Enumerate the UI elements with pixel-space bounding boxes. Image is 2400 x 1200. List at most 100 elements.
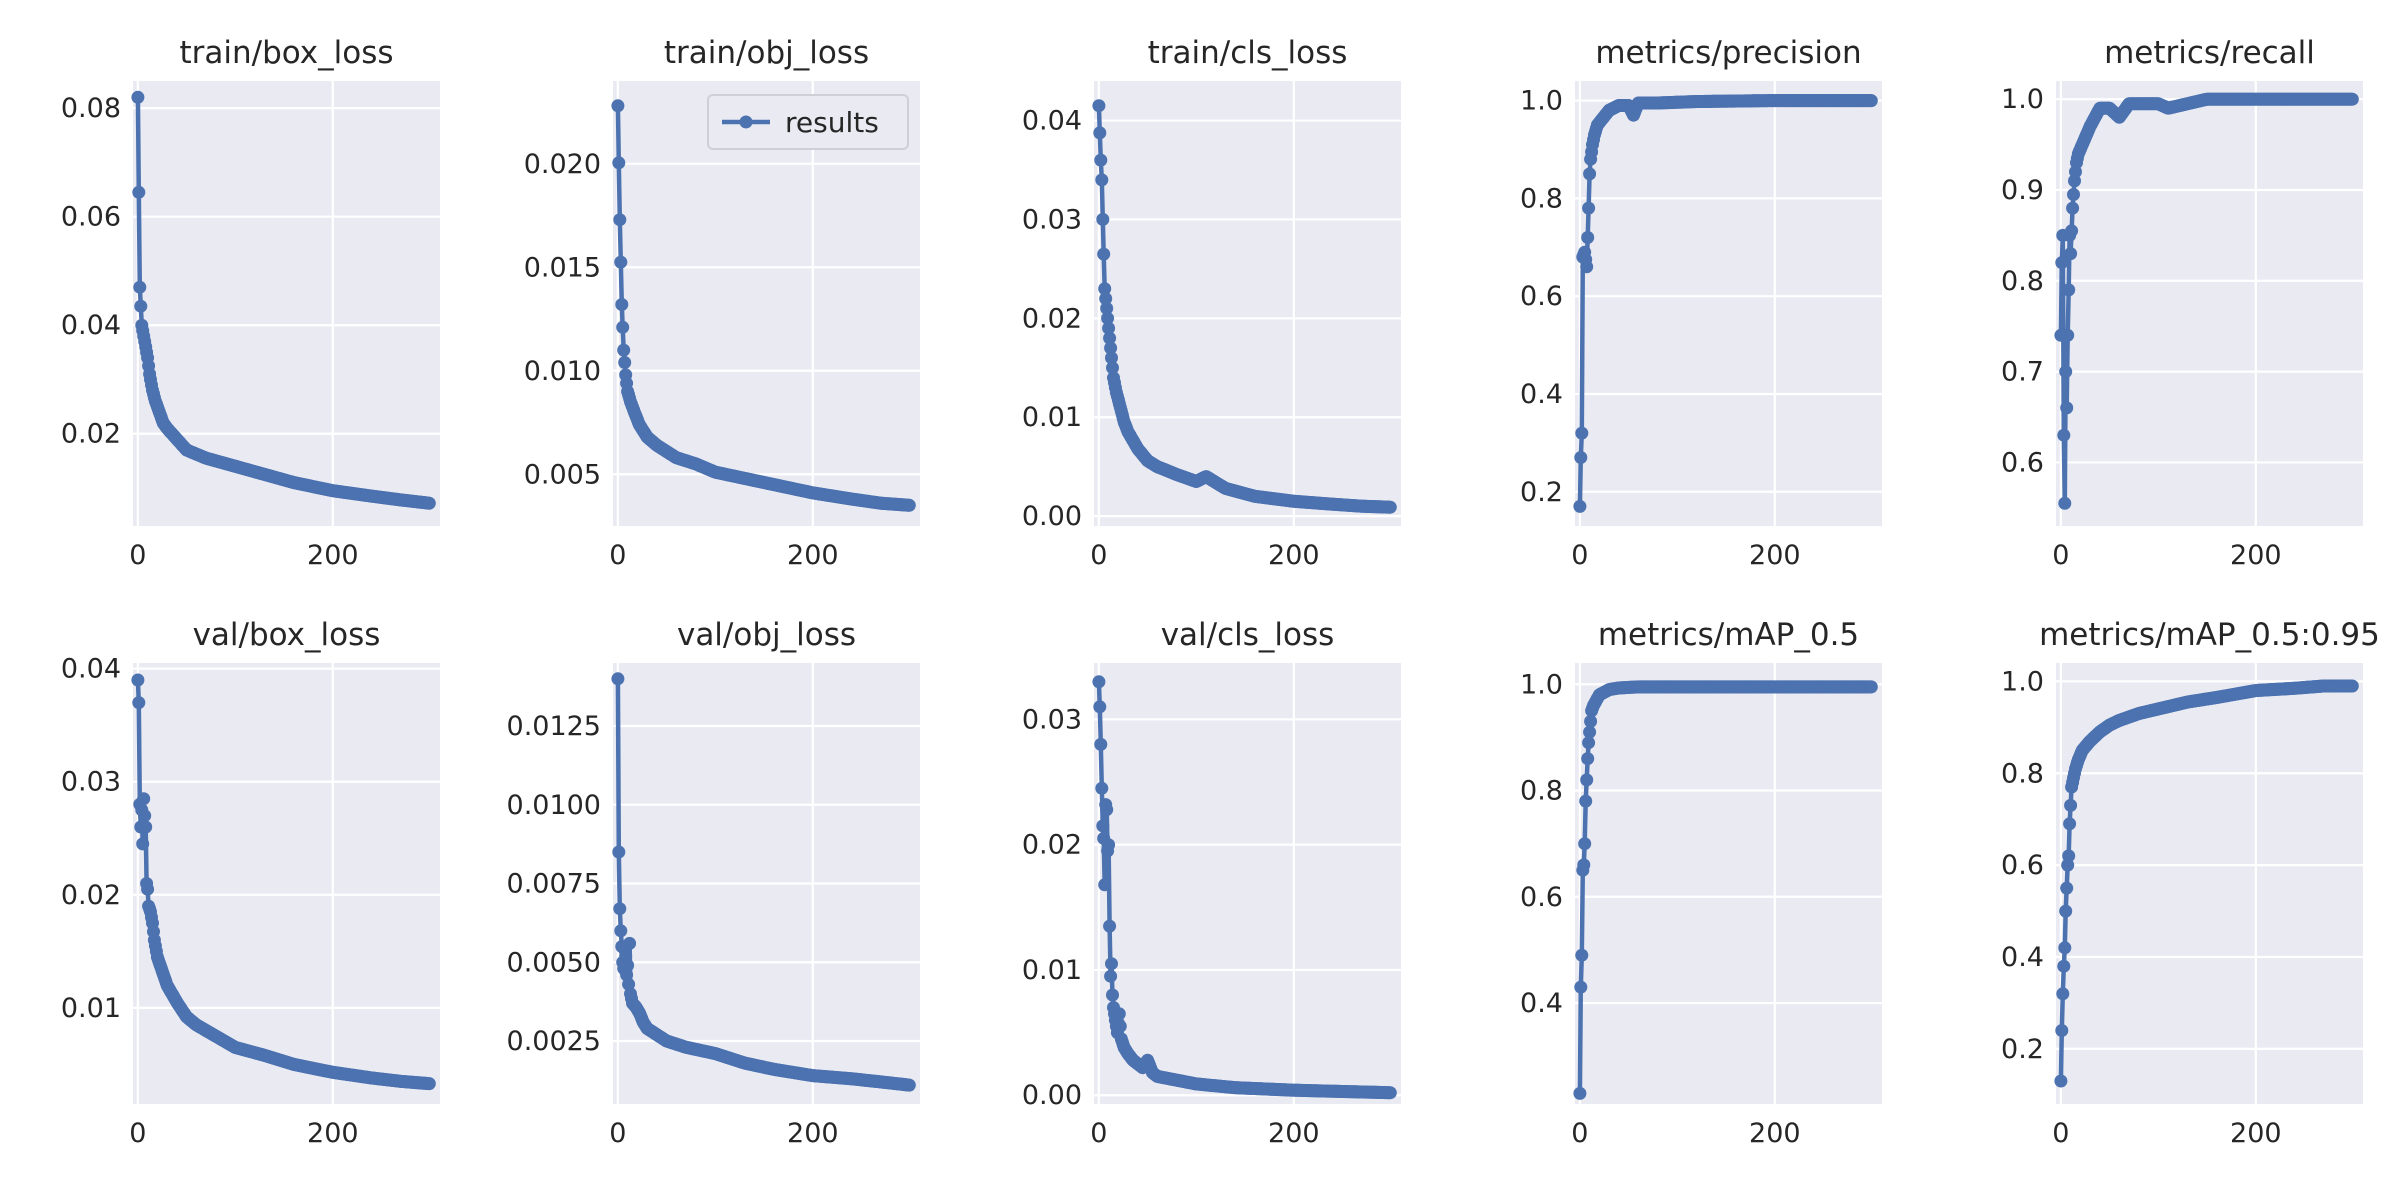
data-point — [611, 99, 625, 113]
data-point — [1582, 201, 1596, 215]
data-point — [1105, 957, 1118, 971]
legend-box — [707, 94, 909, 150]
data-point — [1103, 919, 1117, 933]
data-point — [2060, 401, 2074, 415]
data-point — [1102, 838, 1116, 852]
data-point — [1581, 231, 1595, 244]
plot-title: metrics/recall — [2104, 35, 2315, 71]
data-point — [613, 902, 627, 916]
data-point — [1093, 126, 1107, 140]
plot-area — [1575, 81, 1882, 526]
data-point — [902, 1078, 916, 1092]
x-tick-label: 0 — [1571, 1118, 1588, 1149]
x-tick-label: 200 — [787, 540, 839, 571]
data-point — [1101, 311, 1115, 325]
x-tick-label: 200 — [307, 1118, 359, 1149]
data-point — [422, 1077, 436, 1091]
y-tick-label: 0.02 — [1022, 303, 1082, 334]
y-tick-label: 0.6 — [2001, 850, 2044, 881]
data-point — [141, 882, 155, 896]
y-tick-label: 0.01 — [1022, 955, 1082, 986]
data-point — [1578, 837, 1592, 851]
legend-marker — [739, 115, 753, 129]
data-point — [1102, 321, 1116, 335]
data-point — [1864, 680, 1878, 694]
data-point — [2059, 365, 2073, 379]
x-tick-label: 0 — [2052, 540, 2069, 571]
series-markers — [611, 672, 916, 1092]
y-tick-label: 0.020 — [524, 149, 601, 180]
data-point — [2055, 1024, 2069, 1037]
data-point — [2064, 247, 2078, 261]
x-tick-label: 0 — [1090, 1118, 1107, 1149]
y-tick-label: 0.06 — [61, 202, 121, 233]
y-tick-label: 0.04 — [61, 310, 121, 341]
data-point — [1112, 1007, 1126, 1021]
data-point — [1574, 451, 1588, 464]
y-tick-label: 0.0125 — [507, 711, 601, 742]
data-point — [1098, 878, 1112, 892]
data-point — [1100, 803, 1114, 817]
y-tick-label: 1.0 — [2001, 666, 2044, 697]
data-point — [1105, 351, 1118, 365]
data-point — [2067, 188, 2080, 201]
data-point — [2057, 428, 2071, 442]
y-tick-label: 0.03 — [1022, 204, 1082, 235]
plot-title: metrics/precision — [1595, 35, 1861, 71]
plot-val-obj-loss: 0 200 0.0025 0.0050 0.0075 0.0100 0.0125 val/ob… — [507, 617, 920, 1149]
plot-metrics-precision: 0 200 0.2 0.4 0.6 0.8 1.0 metrics/precision — [1520, 35, 1882, 571]
x-tick-label: 0 — [609, 540, 626, 571]
y-tick-label: 0.005 — [524, 459, 601, 490]
y-tick-label: 0.2 — [2001, 1034, 2044, 1065]
data-point — [1582, 736, 1596, 750]
plot-area — [133, 81, 440, 526]
data-point — [131, 90, 145, 104]
data-point — [2054, 1074, 2068, 1088]
series-markers — [1573, 94, 1878, 513]
data-point — [138, 809, 152, 823]
data-point — [1383, 500, 1397, 514]
data-point — [2061, 328, 2075, 342]
y-tick-label: 1.0 — [1520, 86, 1563, 117]
data-point — [1092, 99, 1106, 113]
y-tick-label: 0.8 — [2001, 758, 2044, 789]
x-tick-label: 0 — [609, 1118, 626, 1149]
data-point — [1093, 700, 1107, 714]
y-tick-label: 0.0025 — [507, 1026, 601, 1057]
data-point — [1092, 675, 1106, 689]
y-tick-label: 0.08 — [61, 93, 121, 124]
y-tick-label: 0.4 — [2001, 942, 2044, 973]
data-point — [1583, 725, 1597, 739]
legend-label: results — [785, 106, 879, 139]
data-point — [612, 156, 626, 170]
data-point — [1096, 819, 1110, 833]
plot-val-box-loss: 0 200 0.01 0.02 0.03 0.04 val/box_loss — [61, 617, 440, 1149]
data-point — [1097, 247, 1111, 261]
data-point — [1584, 714, 1598, 728]
plot-title: train/cls_loss — [1148, 35, 1348, 71]
data-point — [902, 498, 916, 512]
data-point — [1573, 1086, 1587, 1100]
data-point — [137, 792, 151, 806]
y-tick-label: 0.00 — [1022, 1080, 1082, 1111]
data-point — [1094, 153, 1108, 167]
plot-area — [133, 663, 440, 1104]
series-markers — [2054, 679, 2359, 1088]
y-tick-label: 0.4 — [1520, 379, 1563, 410]
plot-area — [1575, 663, 1882, 1104]
series-markers — [1092, 99, 1397, 514]
series-markers — [1573, 680, 1878, 1100]
data-point — [1575, 426, 1589, 440]
y-tick-label: 0.04 — [61, 654, 121, 685]
y-tick-label: 0.03 — [61, 767, 121, 798]
series-markers — [131, 90, 436, 510]
y-tick-label: 0.0075 — [507, 869, 601, 900]
y-tick-label: 1.0 — [2001, 84, 2044, 115]
data-point — [2064, 798, 2078, 812]
y-tick-label: 0.6 — [1520, 281, 1563, 312]
data-point — [131, 673, 145, 687]
legend: results — [707, 94, 909, 150]
data-point — [1096, 212, 1110, 226]
data-point — [1098, 282, 1112, 296]
